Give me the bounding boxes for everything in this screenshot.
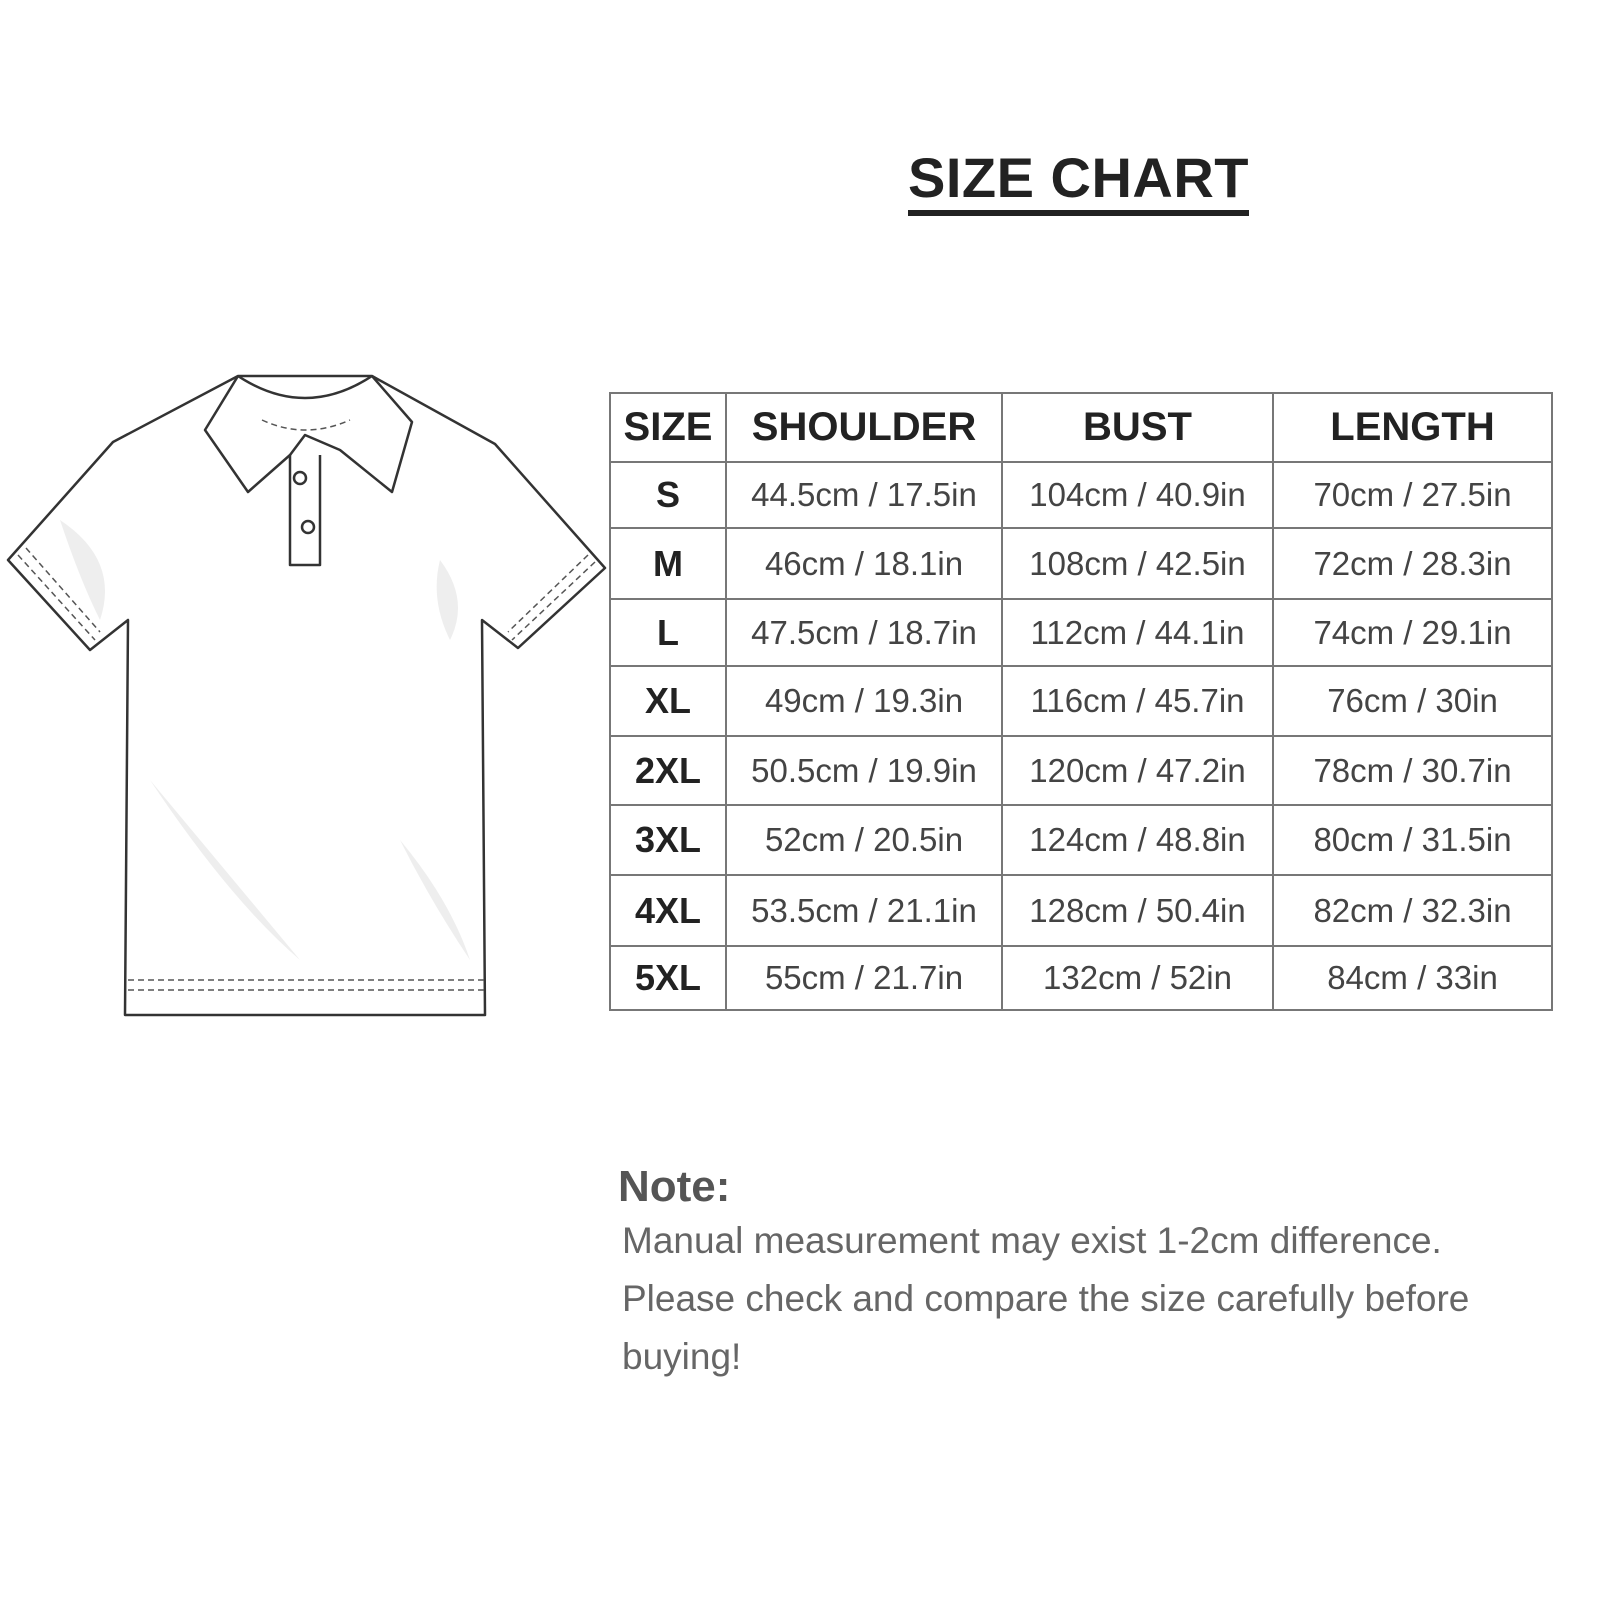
header-bust: BUST [1001, 392, 1274, 463]
cell-bust: 120cm / 47.2in [1001, 735, 1274, 806]
polo-shirt-illustration [6, 374, 607, 1017]
table-row: 4XL 53.5cm / 21.1in 128cm / 50.4in 82cm / 3… [609, 874, 1553, 947]
header-shoulder: SHOULDER [725, 392, 1003, 463]
cell-shoulder: 52cm / 20.5in [725, 804, 1003, 876]
cell-size: 2XL [609, 735, 727, 806]
table-row: 5XL 55cm / 21.7in 132cm / 52in 84cm / 33in [609, 945, 1553, 1011]
cell-bust: 108cm / 42.5in [1001, 527, 1274, 600]
note-line: Manual measurement may exist 1-2cm diffe… [622, 1220, 1442, 1261]
cell-size: L [609, 598, 727, 667]
cell-size: S [609, 461, 727, 529]
cell-bust: 124cm / 48.8in [1001, 804, 1274, 876]
note-line: Please check and compare the size carefu… [622, 1278, 1470, 1319]
cell-shoulder: 44.5cm / 17.5in [725, 461, 1003, 529]
cell-size: 4XL [609, 874, 727, 947]
table-row: 2XL 50.5cm / 19.9in 120cm / 47.2in 78cm / 3… [609, 735, 1553, 806]
table-row: 3XL 52cm / 20.5in 124cm / 48.8in 80cm / 31.… [609, 804, 1553, 876]
table-row: L 47.5cm / 18.7in 112cm / 44.1in 74cm / 29.… [609, 598, 1553, 667]
note-line: buying! [622, 1336, 742, 1377]
cell-shoulder: 50.5cm / 19.9in [725, 735, 1003, 806]
cell-bust: 128cm / 50.4in [1001, 874, 1274, 947]
cell-size: 5XL [609, 945, 727, 1011]
cell-bust: 132cm / 52in [1001, 945, 1274, 1011]
cell-length: 84cm / 33in [1272, 945, 1553, 1011]
cell-shoulder: 47.5cm / 18.7in [725, 598, 1003, 667]
table-row: S 44.5cm / 17.5in 104cm / 40.9in 70cm / 27.… [609, 461, 1553, 529]
cell-bust: 116cm / 45.7in [1001, 665, 1274, 737]
cell-size: XL [609, 665, 727, 737]
cell-length: 78cm / 30.7in [1272, 735, 1553, 806]
table-row: M 46cm / 18.1in 108cm / 42.5in 72cm / 28.3i… [609, 527, 1553, 600]
cell-length: 70cm / 27.5in [1272, 461, 1553, 529]
note-title: Note: [618, 1162, 731, 1211]
header-length: LENGTH [1272, 392, 1553, 463]
header-size: SIZE [609, 392, 727, 463]
page-title: SIZE CHART [908, 148, 1249, 216]
cell-length: 80cm / 31.5in [1272, 804, 1553, 876]
table-header-row: SIZE SHOULDER BUST LENGTH [609, 392, 1553, 463]
cell-length: 72cm / 28.3in [1272, 527, 1553, 600]
cell-length: 82cm / 32.3in [1272, 874, 1553, 947]
cell-shoulder: 49cm / 19.3in [725, 665, 1003, 737]
cell-length: 74cm / 29.1in [1272, 598, 1553, 667]
table-row: XL 49cm / 19.3in 116cm / 45.7in 76cm / 30in [609, 665, 1553, 737]
cell-size: M [609, 527, 727, 600]
cell-size: 3XL [609, 804, 727, 876]
cell-length: 76cm / 30in [1272, 665, 1553, 737]
cell-shoulder: 55cm / 21.7in [725, 945, 1003, 1011]
cell-shoulder: 46cm / 18.1in [725, 527, 1003, 600]
cell-shoulder: 53.5cm / 21.1in [725, 874, 1003, 947]
size-chart-table: SIZE SHOULDER BUST LENGTH S 44.5cm / 17.5… [609, 392, 1553, 1011]
cell-bust: 112cm / 44.1in [1001, 598, 1274, 667]
cell-bust: 104cm / 40.9in [1001, 461, 1274, 529]
